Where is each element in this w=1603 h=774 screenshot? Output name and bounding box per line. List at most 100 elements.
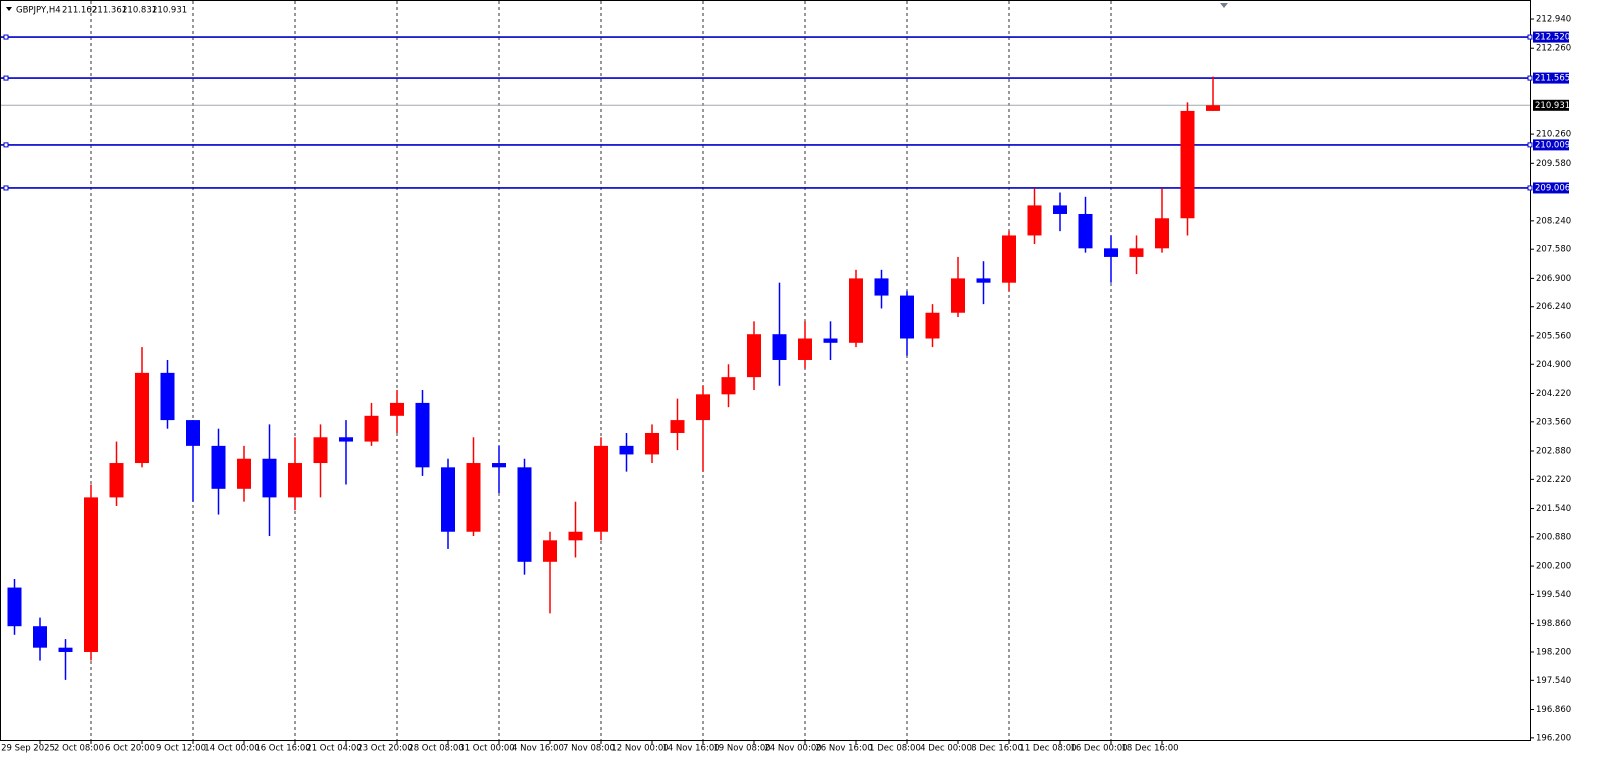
candle-body [798,338,812,360]
candle-body [619,445,634,455]
x-tick-label: 18 Dec 16:00 [1121,744,1178,754]
candle-body [1129,248,1144,257]
shift-marker [1220,3,1228,8]
y-tick-label: 212.940 [1536,15,1571,25]
x-tick-label: 26 Nov 16:00 [815,744,872,754]
x-tick-label: 31 Oct 00:00 [459,744,514,754]
candle-body [568,531,583,541]
candle-body [84,497,98,652]
candle-body [951,278,965,313]
current-price-bg [1533,99,1569,111]
candle-body [543,540,557,562]
y-tick-label: 199.540 [1536,590,1571,600]
level-label-bg [1533,31,1569,43]
plot-frame [0,0,1531,741]
level-handle [3,185,9,191]
x-tick-label: 8 Dec 16:00 [971,744,1023,754]
candle-body [1027,205,1042,236]
x-tick-label: 24 Nov 00:00 [764,744,821,754]
y-tick-label: 200.880 [1536,532,1571,542]
candle-body [466,463,481,532]
y-tick-label: 212.260 [1536,44,1571,54]
y-tick-label: 205.560 [1536,331,1571,341]
y-tick-label: 207.580 [1536,245,1571,255]
x-tick-label: 4 Dec 00:00 [920,744,972,754]
candle-body [1002,235,1016,283]
symbol: GBPJPY,H4 [16,6,61,16]
level-handle [3,142,9,148]
y-tick-label: 202.880 [1536,447,1571,457]
header-value: 210.831 [122,6,157,16]
candle-body [7,587,22,627]
candle-body [670,420,685,433]
candle-body [849,278,863,343]
y-tick-label: 203.560 [1536,417,1571,427]
candle-body [645,432,659,455]
candle-body [1078,213,1093,249]
candle-body [1104,248,1118,257]
y-tick-label: 202.220 [1536,475,1571,485]
x-tick-label: 11 Dec 08:00 [1019,744,1076,754]
y-tick-label: 206.240 [1536,302,1571,312]
level-label-bg [1533,139,1569,151]
y-tick-label: 204.900 [1536,360,1571,370]
level-label-bg [1533,72,1569,84]
x-tick-label: 16 Dec 00:00 [1070,744,1127,754]
y-tick-label: 209.580 [1536,159,1571,169]
level-handle [1527,185,1533,191]
current-price-label: 210.931 [1535,101,1570,111]
x-tick-label: 6 Oct 20:00 [105,744,155,754]
candle-body [313,437,328,464]
y-tick-label: 196.860 [1536,705,1571,715]
candle-body [390,402,404,416]
x-tick-label: 4 Nov 16:00 [512,744,564,754]
level-label: 211.565 [1535,74,1570,84]
candle-body [288,463,302,498]
candle-body [1053,205,1067,214]
candle-body [772,334,787,360]
level-handle [1527,34,1533,40]
candle-body [33,626,47,648]
candle-body [517,467,532,562]
candle-body [747,334,761,378]
y-tick-label: 204.220 [1536,389,1571,399]
candle-body [160,372,175,421]
x-tick-label: 2 Oct 08:00 [54,744,104,754]
candle-body [823,338,838,343]
x-tick-label: 1 Dec 08:00 [869,744,921,754]
header-value: 211.361 [92,6,127,16]
candle-body [237,458,251,489]
level-handle [3,75,9,81]
candle-body [339,437,353,442]
candle-body [1206,105,1220,111]
candle-body [211,445,226,489]
candle-body [721,377,736,395]
level-label: 209.006 [1535,183,1570,193]
x-tick-label: 28 Oct 08:00 [408,744,463,754]
x-tick-label: 19 Nov 08:00 [713,744,770,754]
header-arrow [6,7,12,11]
level-label-bg [1533,182,1569,194]
candle-body [594,445,608,532]
level-handle [1527,75,1533,81]
y-tick-label: 201.540 [1536,504,1571,514]
candle-body [1180,110,1195,219]
candle-body [441,467,455,532]
header-value: 210.931 [152,6,187,16]
candle-body [1155,218,1169,249]
x-tick-label: 29 Sep 2025 [1,744,55,754]
y-tick-label: 197.540 [1536,676,1571,686]
candle-body [135,372,149,464]
candle-body [186,420,200,446]
x-tick-label: 21 Oct 04:00 [306,744,361,754]
candle-body [874,278,889,296]
y-tick-label: 206.900 [1536,274,1571,284]
level-label: 210.009 [1535,140,1570,150]
candle-body [976,278,991,283]
x-tick-label: 7 Nov 08:00 [563,744,615,754]
x-tick-label: 14 Oct 00:00 [204,744,259,754]
y-tick-label: 210.260 [1536,130,1571,140]
x-tick-label: 12 Nov 00:00 [611,744,668,754]
